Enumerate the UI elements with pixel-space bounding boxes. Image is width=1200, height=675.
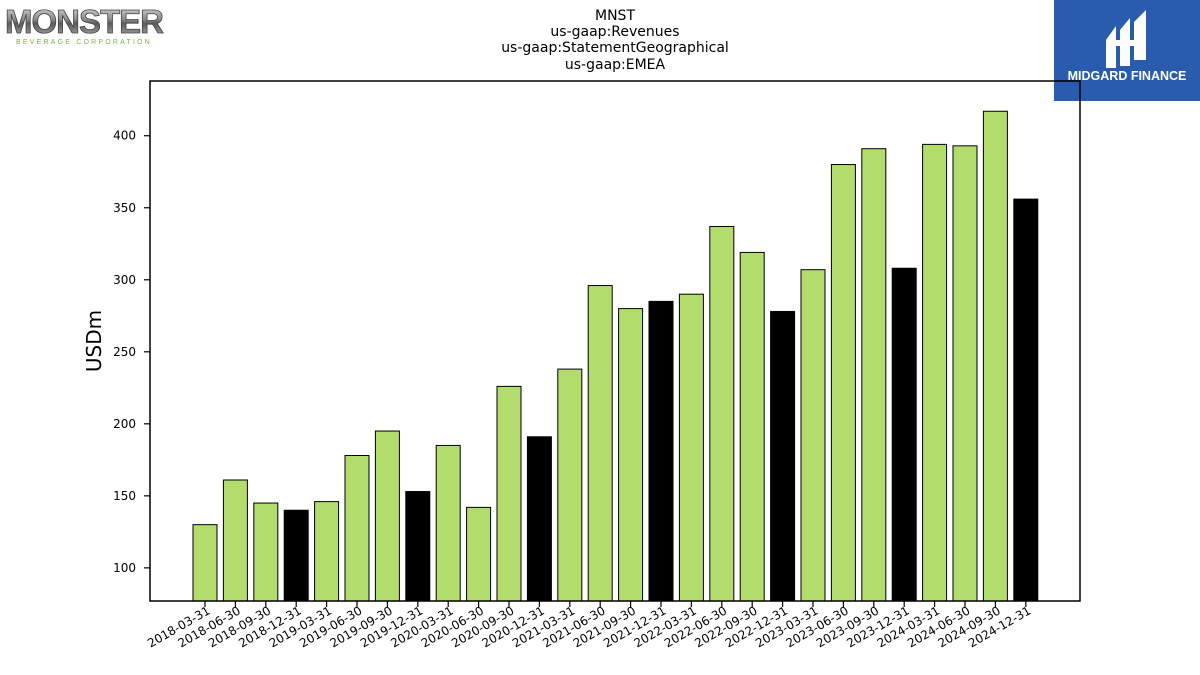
chart-title-line-1: MNST	[595, 8, 635, 24]
plot-frame	[149, 80, 1081, 602]
y-tick-label: 100	[113, 561, 136, 575]
svg-text:MIDGARD FINANCE: MIDGARD FINANCE	[1068, 69, 1187, 83]
bar-2022-09-30	[739, 251, 765, 602]
midgard-mark-icon	[1106, 10, 1146, 68]
bar-2020-06-30	[466, 506, 492, 602]
y-tick-label: 400	[113, 129, 136, 143]
bar-2021-03-31	[557, 368, 583, 602]
y-axis-label: USDm	[82, 310, 106, 372]
bar-2019-06-30	[344, 455, 370, 602]
bar-2018-09-30	[253, 502, 279, 602]
bar-2024-06-30	[952, 145, 978, 602]
bar-2019-03-31	[314, 501, 340, 602]
y-tick-label: 300	[113, 273, 136, 287]
bar-2020-09-30	[496, 385, 522, 602]
bars	[192, 110, 1039, 602]
bar-2023-06-30	[830, 164, 856, 602]
bar-2024-03-31	[922, 143, 948, 602]
y-tick-label: 250	[113, 345, 136, 359]
bar-2024-12-31	[1013, 198, 1039, 602]
bar-2022-12-31	[770, 310, 796, 602]
bar-2023-12-31	[891, 267, 917, 602]
bar-2019-09-30	[374, 430, 400, 602]
bar-2020-12-31	[526, 436, 552, 602]
bar-2021-06-30	[587, 285, 613, 602]
bar-2021-09-30	[618, 308, 644, 602]
chart-title-line-4: us-gaap:EMEA	[565, 57, 666, 73]
chart-title: MNST us-gaap:Revenues us-gaap:StatementG…	[501, 8, 729, 73]
bar-2018-12-31	[283, 509, 309, 602]
bar-2018-03-31	[192, 524, 218, 602]
bar-2022-06-30	[709, 225, 735, 602]
svg-text:BEVERAGE CORPORATION: BEVERAGE CORPORATION	[16, 39, 152, 46]
chart-title-line-2: us-gaap:Revenues	[550, 24, 679, 40]
y-tick-label: 200	[113, 417, 136, 431]
bar-2018-06-30	[222, 479, 248, 602]
bar-2021-12-31	[648, 300, 674, 602]
svg-text:MONSTER: MONSTER	[5, 4, 164, 40]
x-axis-ticks: 2018-03-312018-06-302018-09-302018-12-31…	[145, 601, 1033, 650]
bar-2022-03-31	[678, 293, 704, 602]
chart-title-line-3: us-gaap:StatementGeographical	[501, 40, 729, 56]
midgard-finance-logo: MIDGARD FINANCE	[1054, 0, 1200, 101]
bar-2024-09-30	[982, 110, 1008, 602]
bar-2023-09-30	[861, 148, 887, 602]
bar-2023-03-31	[800, 269, 826, 602]
bar-2019-12-31	[405, 491, 431, 602]
bar-2020-03-31	[435, 444, 461, 602]
y-tick-label: 350	[113, 201, 136, 215]
y-axis-ticks: 100 150 200 250 300 350 400	[113, 129, 150, 575]
y-tick-label: 150	[113, 489, 136, 503]
monster-beverage-logo: MONSTER BEVERAGE CORPORATION	[4, 3, 166, 46]
